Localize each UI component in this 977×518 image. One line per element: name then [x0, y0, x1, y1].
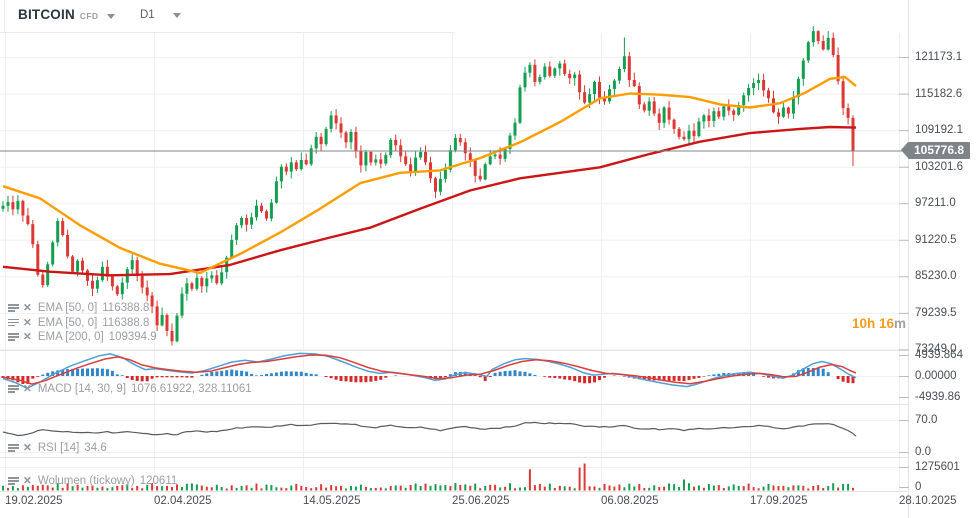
instrument-type-badge: CFD [79, 10, 99, 21]
current-price-badge: 105776.8 [901, 142, 970, 160]
symbol-name: BITCOIN [18, 7, 75, 22]
indicator-settings-icon[interactable] [7, 331, 20, 343]
macd-axis-label: -4939.86 [915, 391, 961, 403]
macd-axis-label: 4939.864 [915, 349, 963, 361]
legend-rsi-label: RSI [14] [37, 442, 80, 454]
indicator-remove-icon[interactable]: ✕ [23, 316, 32, 329]
indicator-settings-icon[interactable] [7, 317, 20, 329]
legend-macd: ✕ MACD [14, 30, 9] 1076.61922, 328.11061 [7, 382, 252, 396]
date-axis-label: 14.05.2025 [303, 495, 361, 507]
price-axis-label: 97211.0 [915, 197, 956, 210]
countdown-time: 10h 16 [851, 316, 894, 331]
rsi-axis-label: 70.0 [915, 414, 938, 426]
indicator-settings-icon[interactable] [7, 302, 20, 314]
indicator-remove-icon[interactable]: ✕ [23, 302, 32, 314]
candle-countdown: 10h 16m [790, 316, 906, 331]
indicator-remove-icon[interactable]: ✕ [23, 442, 32, 454]
axis-ticks-layer [899, 57, 909, 488]
indicator-remove-icon[interactable]: ✕ [23, 331, 32, 343]
date-axis-label: 25.06.2025 [452, 495, 510, 507]
indicator-settings-icon[interactable] [7, 383, 20, 395]
date-axis-label: 06.08.2025 [601, 495, 659, 507]
legend-ema-3-label: EMA [200, 0] [37, 331, 104, 343]
legend-macd-label: MACD [14, 30, 9] [37, 383, 127, 395]
toolbar-left-border [4, 0, 5, 32]
indicator-settings-icon[interactable] [7, 475, 20, 487]
legend-rsi-value: 34.6 [84, 442, 107, 454]
macd-layer [1, 352, 857, 390]
timeframe-label: D1 [140, 9, 155, 21]
rsi-axis-label: 0.0 [915, 446, 931, 458]
macd-axis-label: 0.00000 [915, 370, 957, 382]
price-axis-label: 109192.1 [915, 124, 963, 137]
legend-ema-1: ✕ EMA [50, 0] 116388.8 [7, 301, 149, 315]
legend-ema-1-value: 116388.8 [102, 302, 150, 314]
volume-layer [2, 463, 854, 491]
legend-ema-3-value: 109394.9 [108, 331, 157, 343]
legend-ema-1-label: EMA [50, 0] [37, 302, 98, 314]
price-axis-label: 73249.0 [915, 343, 957, 356]
indicator-remove-icon[interactable]: ✕ [23, 383, 32, 395]
price-axis-label: 91220.5 [915, 233, 957, 246]
symbol-selector[interactable]: BITCOIN CFD [18, 7, 116, 22]
price-axis-label: 121173.1 [915, 51, 963, 63]
legend-ema-3: ✕ EMA [200, 0] 109394.9 [7, 330, 157, 344]
timeframe-selector[interactable]: D1 [140, 9, 181, 21]
countdown-unit: m [893, 316, 906, 331]
date-axis-label: 28.10.2025 [899, 495, 957, 507]
legend-volume-label: Wolumen (tickowy) [37, 475, 135, 487]
date-axis-label: 02.04.2025 [154, 495, 212, 507]
volume-axis-label: 1275601 [915, 461, 960, 473]
rsi-layer [2, 421, 857, 437]
price-axis-label: 79239.5 [915, 306, 957, 319]
chevron-down-icon[interactable] [107, 13, 116, 19]
price-axis-label: 85230.0 [915, 270, 957, 283]
chevron-down-icon[interactable] [172, 13, 181, 18]
indicator-settings-icon[interactable] [7, 442, 20, 454]
date-axis-label: 17.09.2025 [750, 495, 808, 507]
legend-volume: ✕ Wolumen (tickowy) 120611 [7, 474, 177, 488]
legend-macd-value: 1076.61922, 328.11061 [131, 383, 252, 395]
legend-rsi: ✕ RSI [14] 34.6 [7, 441, 107, 455]
legend-volume-value: 120611 [139, 475, 178, 487]
grid-layer [0, 0, 909, 518]
chart-toolbar: BITCOIN CFD D1 [0, 0, 455, 33]
price-axis-label: 115182.6 [915, 87, 963, 100]
date-axis-label: 19.02.2025 [5, 495, 63, 507]
price-axis-label: 103201.6 [915, 160, 963, 173]
candles-layer [1, 26, 855, 346]
volume-axis-label: 0 [915, 481, 922, 493]
ema-layer [2, 75, 857, 277]
indicator-remove-icon[interactable]: ✕ [23, 475, 32, 487]
legend-ema-2-label: EMA [50, 0] [37, 316, 98, 329]
legend-ema-2-value: 116388.8 [102, 316, 150, 329]
legend-ema-2: ✕ EMA [50, 0] 116388.8 [7, 316, 149, 330]
